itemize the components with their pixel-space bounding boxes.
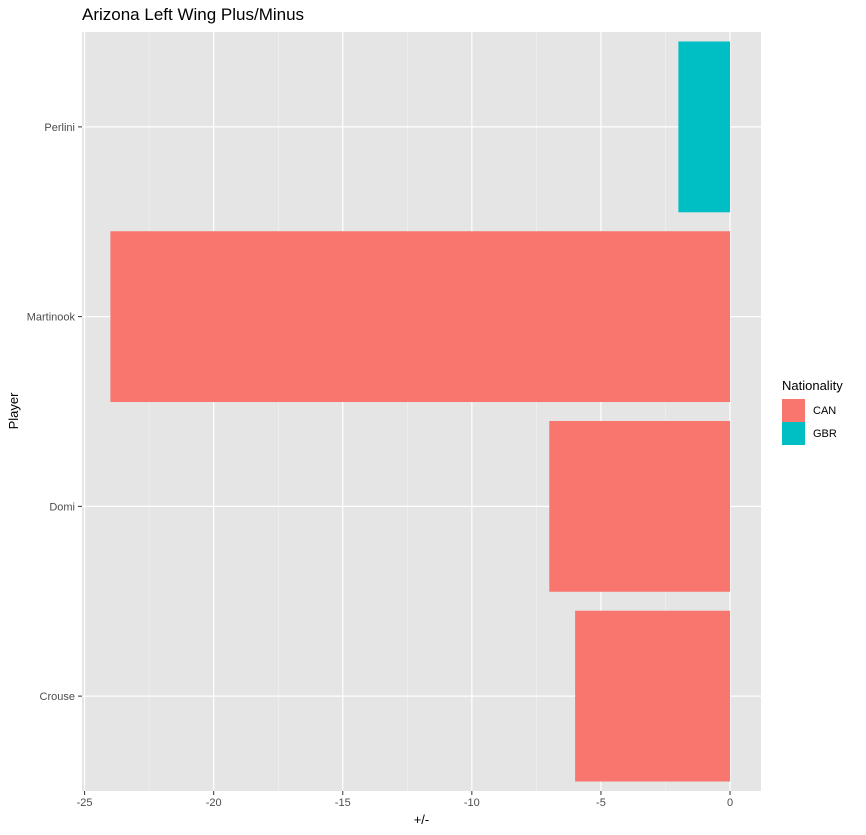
y-tick-label: Crouse (40, 691, 75, 703)
bar-martinook (110, 231, 731, 403)
x-tick-label: -5 (596, 797, 606, 809)
legend-title: Nationality (782, 378, 843, 393)
y-tick-label: Martinook (27, 312, 76, 324)
x-tick-label: -15 (335, 797, 351, 809)
y-axis-title: Player (6, 392, 21, 430)
legend-label-gbr: GBR (813, 428, 837, 440)
x-tick-label: 0 (727, 797, 733, 809)
legend-key-gbr (782, 422, 805, 445)
legend-key-can (782, 399, 805, 422)
chart-title: Arizona Left Wing Plus/Minus (82, 5, 304, 24)
x-axis-title: +/- (414, 812, 430, 827)
y-axis: Crouse Domi Martinook Perlini (27, 122, 82, 703)
x-tick-label: -10 (464, 797, 480, 809)
y-tick-label: Perlini (44, 122, 75, 134)
bar-crouse (575, 610, 731, 782)
x-axis: -25 -20 -15 -10 -5 0 (77, 791, 733, 809)
bar-perlini (678, 41, 731, 213)
x-tick-label: -25 (77, 797, 93, 809)
legend-label-can: CAN (813, 405, 836, 417)
legend: Nationality CAN GBR (782, 378, 843, 445)
bars (110, 41, 731, 782)
bar-domi (549, 420, 731, 592)
y-tick-label: Domi (49, 501, 75, 513)
x-tick-label: -20 (206, 797, 222, 809)
